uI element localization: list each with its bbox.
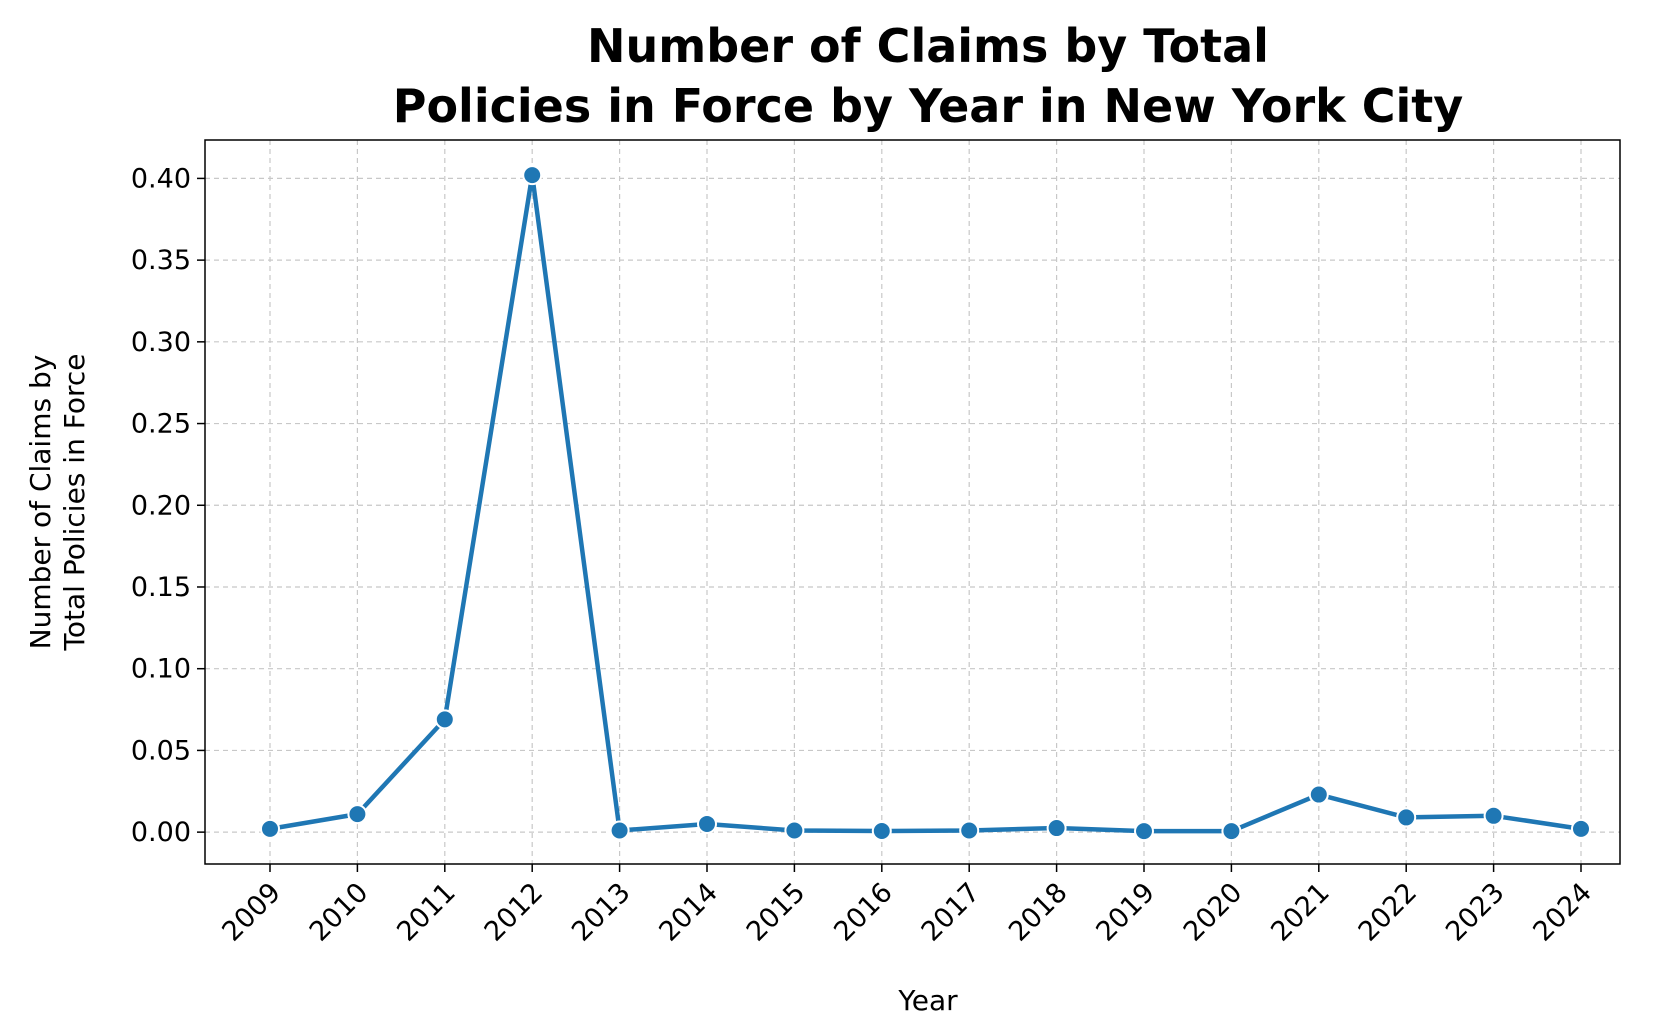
y-tick-label: 0.10: [131, 654, 191, 685]
data-point: [1571, 818, 1591, 839]
grid: [205, 140, 1620, 864]
data-point: [1221, 821, 1242, 842]
y-tick-label: 0.15: [131, 572, 191, 603]
x-axis-label: Year: [897, 984, 958, 1017]
data-point: [1483, 805, 1504, 826]
data-point: [871, 820, 892, 841]
data-point: [522, 165, 543, 186]
data-point: [260, 818, 280, 839]
y-axis-label-line-1: Number of Claims by: [24, 355, 57, 650]
y-axis-label-line-2: Total Policies in Force: [58, 354, 91, 652]
chart-title-line-1: Number of Claims by Total: [587, 19, 1269, 73]
data-point: [784, 820, 805, 841]
y-tick-label: 0.35: [131, 245, 191, 276]
data-point: [1308, 784, 1329, 805]
data-point: [959, 820, 980, 841]
data-point: [697, 813, 717, 834]
data-point: [434, 709, 455, 730]
series-group: [260, 165, 1591, 842]
data-point: [1046, 818, 1067, 839]
data-point: [347, 804, 368, 825]
y-tick-label: 0.00: [131, 817, 191, 848]
y-tick-label: 0.40: [131, 163, 191, 194]
series-line: [267, 172, 1584, 834]
chart-title-line-2: Policies in Force by Year in New York Ci…: [393, 79, 1464, 133]
data-point: [1134, 821, 1154, 842]
y-tick-label: 0.25: [131, 409, 191, 440]
data-point: [609, 820, 630, 841]
y-axis-label-group: Number of Claims by Total Policies in Fo…: [24, 354, 91, 652]
plot-area-frame: [204, 139, 1621, 865]
y-tick-label: 0.30: [131, 327, 191, 358]
data-point: [1396, 807, 1417, 828]
y-tick-label: 0.20: [131, 490, 191, 521]
y-axis-ticks: 0.00 0.05 0.10 0.15 0.20 0.25 0.30 0.35 0.40: [131, 163, 205, 848]
y-tick-label: 0.05: [131, 735, 191, 766]
